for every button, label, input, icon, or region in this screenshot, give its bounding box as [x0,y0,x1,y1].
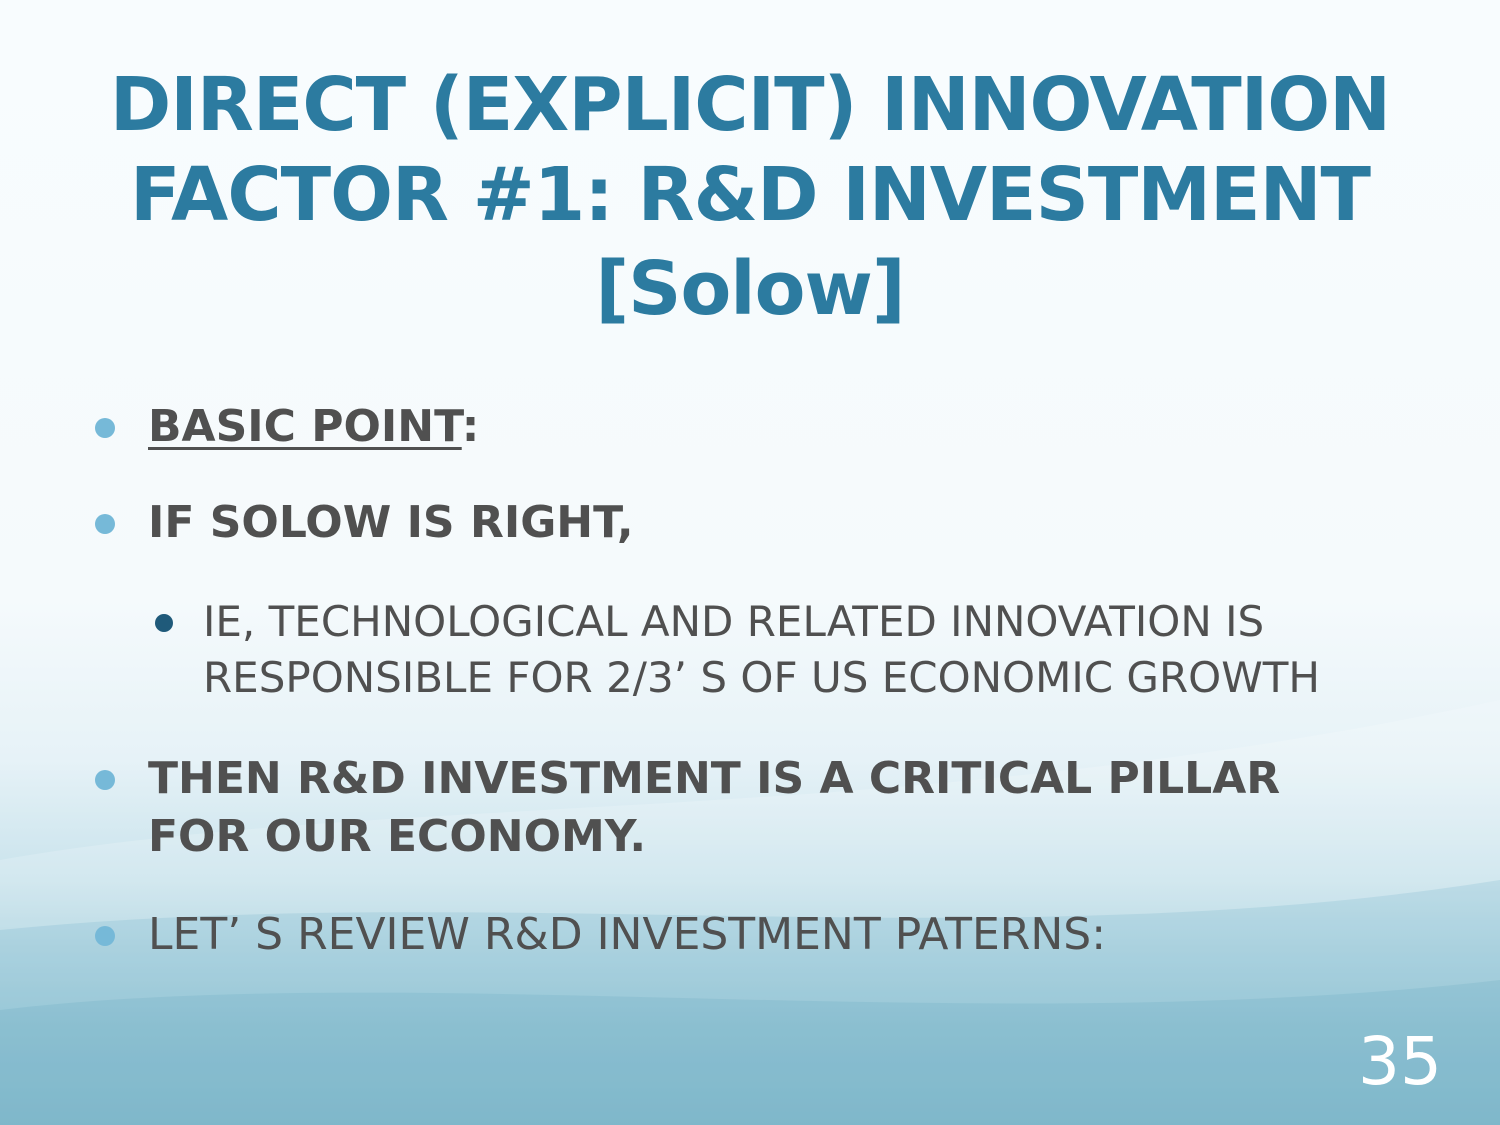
bullet-dot-3 [95,770,115,790]
bullet-basic-point: BASIC POINT: [148,398,479,456]
sub-bullet-line-2: RESPONSIBLE FOR 2/3’ S OF US ECONOMIC GR… [203,653,1320,702]
title-line-3: [Solow] [595,246,905,332]
sub-bullet-dot [155,614,173,632]
sub-bullet-line-1: IE, TECHNOLOGICAL AND RELATED INNOVATION… [203,597,1265,646]
bullet-if-solow: IF SOLOW IS RIGHT, [148,497,634,548]
rd-pillar-line-1: THEN R&D INVESTMENT IS A CRITICAL PILLAR [148,753,1281,804]
basic-point-colon: : [461,401,480,452]
bullet-dot-4 [95,926,115,946]
title-line-2: FACTOR #1: R&D INVESTMENT [130,152,1371,238]
slide-title: DIRECT (EXPLICIT) INNOVATION FACTOR #1: … [60,60,1440,334]
bullet-dot-1 [95,418,115,438]
sub-bullet-innovation: IE, TECHNOLOGICAL AND RELATED INNOVATION… [203,594,1320,706]
title-line-1: DIRECT (EXPLICIT) INNOVATION [109,62,1391,148]
basic-point-label: BASIC POINT [148,401,462,452]
bullet-dot-2 [95,514,115,534]
page-number: 35 [1358,1023,1442,1100]
bullet-review-patterns: LET’ S REVIEW R&D INVESTMENT PATERNS: [148,909,1107,960]
rd-pillar-line-2: FOR OUR ECONOMY. [148,811,647,862]
bullet-rd-pillar: THEN R&D INVESTMENT IS A CRITICAL PILLAR… [148,750,1280,866]
